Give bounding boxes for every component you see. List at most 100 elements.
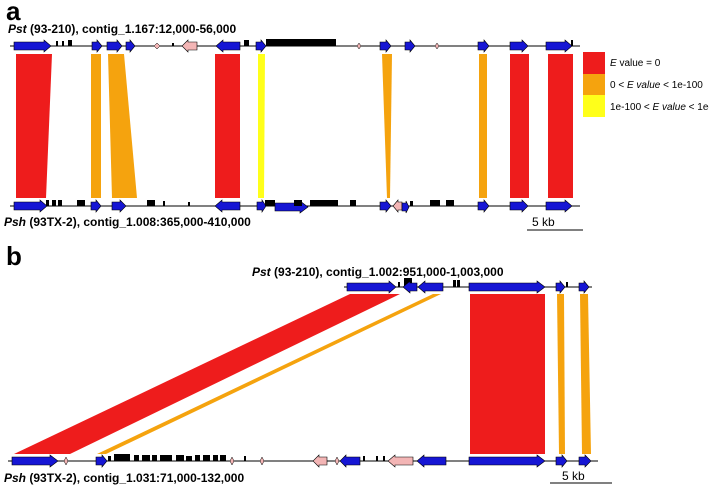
repeat-block [163,201,165,206]
repeat-block [142,455,150,461]
gene-arrow-pink [392,199,403,213]
link-orange [108,54,137,198]
legend-label-1: 0 < E value < 1e-100 [610,80,703,91]
repeat-block [52,200,56,206]
link-orange [382,54,392,198]
link-red [16,54,52,198]
repeat-block [244,456,246,461]
repeat-block [244,40,249,46]
gene-arrow [379,199,392,213]
repeat-block [363,456,365,461]
gene-arrow [468,280,546,294]
repeat-block [213,455,218,461]
gene-small [356,42,362,50]
gene-arrow [256,199,267,213]
gene-small [259,456,265,466]
gene-arrow [95,454,108,468]
gene-arrow [346,280,397,294]
gene-arrow [90,199,102,213]
link-orange [580,294,591,454]
gene-arrow [404,39,416,53]
repeat-block [571,40,573,46]
repeat-block [134,455,139,461]
panel-a-letter: a [6,0,21,26]
gene-small [229,456,235,466]
panel-b-letter: b [6,241,22,271]
gene-arrow [555,280,566,294]
gene-arrow [468,454,546,468]
panel-b-synteny-links [14,294,591,454]
repeat-block [398,282,400,287]
legend-label-0: E value = 0 [610,58,661,69]
repeat-block [188,202,190,206]
gene-arrow [215,39,241,53]
repeat-block [446,200,454,206]
repeat-block [566,282,568,287]
repeat-block [220,455,226,461]
gene-arrow-pink [181,39,198,53]
link-yellow [258,54,265,198]
gene-arrow [13,199,48,213]
panel-a-bottom-label: Psh (93TX-2), contig_1.008:365,000-410,0… [4,215,251,229]
gene-small [434,42,440,50]
panel-a-top-label: Pst (93-210), contig_1.167:12,000-56,000 [8,22,236,36]
legend-swatch-yellow [583,95,605,117]
legend: E value = 0 0 < E value < 1e-100 1e-100 … [583,52,709,117]
gene-arrow [477,199,490,213]
repeat-block [58,200,62,206]
repeat-block [410,201,413,206]
link-red [548,54,573,198]
panel-b-scale-bar: 5 kb [550,469,612,484]
gene-arrow [509,199,529,213]
legend-swatch-red [583,52,605,74]
panel-a-top-track [10,39,580,53]
panel-b-bottom-label: Psh (93TX-2), contig_1.031:71,000-132,00… [4,471,244,485]
repeat-block [195,455,200,461]
repeat-block [203,455,210,461]
panel-a-synteny-links [16,54,573,198]
gene-arrow [13,39,52,53]
gene-small [63,456,69,466]
gene-arrow [111,199,127,213]
repeat-block [383,456,385,461]
scale-bar-label: 5 kb [532,215,555,229]
gene-arrow [339,454,361,468]
gene-arrow [545,39,573,53]
repeat-block [430,200,440,206]
repeat-block [457,280,460,287]
gene-arrow [545,199,573,213]
gene-small [153,42,161,50]
repeat-block [56,41,58,46]
scale-bar-label: 5 kb [562,469,585,483]
gene-arrow [578,280,590,294]
repeat-block [62,41,64,46]
link-red [470,294,545,454]
repeat-block [265,200,275,206]
gene-arrow-pink [387,454,414,468]
gene-arrow [401,200,410,214]
gene-arrow [417,280,444,294]
gene-arrow [416,454,447,468]
panel-b-top-label: Pst (93-210), contig_1.002:951,000-1,003… [252,265,504,279]
gene-arrow [379,39,392,53]
repeat-block [108,456,111,461]
repeat-block [77,200,85,206]
panel-a-scale-bar: 5 kb [527,215,583,231]
repeat-block [46,200,49,206]
link-red [14,294,400,454]
repeat-block [186,456,192,461]
gene-arrow [274,200,309,214]
gene-arrow [402,280,418,294]
gene-arrow-pink [312,454,328,468]
link-orange [557,294,565,454]
gene-arrow [106,39,123,53]
repeat-block [350,200,356,206]
link-orange [97,294,441,454]
gene-arrow [255,39,267,53]
gene-arrow [11,454,59,468]
link-orange [479,54,487,198]
gene-small [334,456,340,466]
repeat-block [160,455,172,461]
legend-label-2: 1e-100 < E value < 1e-50 [610,102,709,113]
